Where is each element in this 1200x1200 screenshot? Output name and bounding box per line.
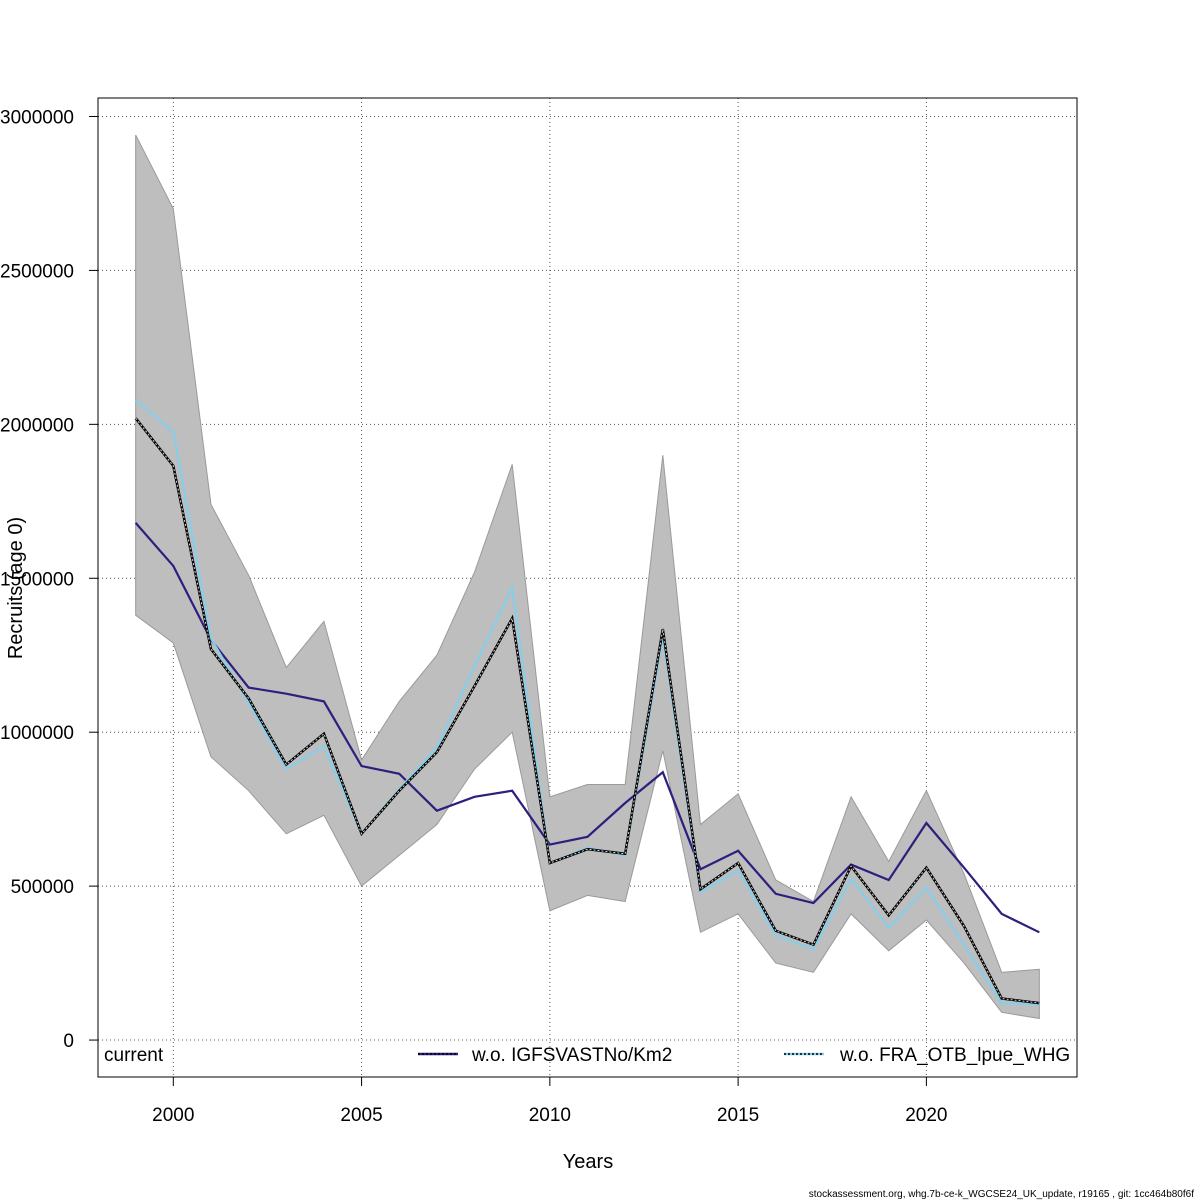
- footer-credit: stockassessment.org, whg.7b-ce-k_WGCSE24…: [809, 1189, 1194, 1200]
- x-tick-label-2010: 2010: [529, 1105, 571, 1126]
- x-tick-label-2015: 2015: [717, 1105, 759, 1126]
- legend-label-w-o-fra-otb-lpue-whg: w.o. FRA_OTB_lpue_WHG: [839, 1045, 1070, 1066]
- y-tick-label-500000: 500000: [11, 877, 74, 898]
- x-tick-label-2000: 2000: [152, 1105, 194, 1126]
- y-axis-ticks: 0 500000 1000000 1500000 2000000 2500000 30000…: [0, 107, 98, 1052]
- legend: current w.o. IGFSVASTNo/Km2 w.o. FRA_OTB_l…: [104, 1045, 1070, 1066]
- x-axis-ticks: 2000 2005 2010 2015 2020: [152, 1077, 948, 1126]
- legend-label-w-o-igfsvastno-km2: w.o. IGFSVASTNo/Km2: [471, 1045, 672, 1066]
- series-line-w-o-fra-otb-lpue-whg: [134, 398, 1040, 1006]
- legend-label-current: current: [104, 1045, 164, 1066]
- y-tick-label-1500000: 1500000: [0, 569, 74, 590]
- y-tick-label-2500000: 2500000: [0, 261, 74, 282]
- x-axis-title: Years: [563, 1151, 613, 1173]
- series-layer: [134, 398, 1040, 1006]
- series-line-current-highlight: [135, 417, 1040, 1004]
- plot-frame: [97, 97, 1078, 1078]
- y-tick-label-3000000: 3000000: [0, 107, 74, 128]
- x-tick-label-2020: 2020: [905, 1105, 947, 1126]
- y-axis-title: Recruits (age 0): [5, 517, 27, 659]
- y-tick-label-2000000: 2000000: [0, 415, 74, 436]
- x-tick-label-2005: 2005: [340, 1105, 382, 1126]
- confidence-band: [135, 134, 1040, 1020]
- y-tick-label-0: 0: [63, 1031, 74, 1052]
- y-tick-label-1000000: 1000000: [0, 723, 74, 744]
- series-line-w-o-igfsvastno-km2: [134, 522, 1040, 934]
- confidence-band-layer: [135, 134, 1040, 1020]
